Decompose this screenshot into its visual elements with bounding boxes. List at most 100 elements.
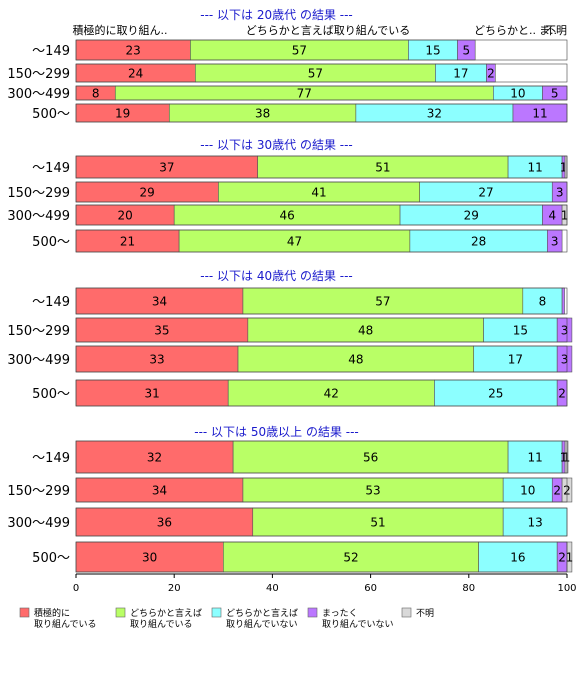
data-label: 53 <box>365 484 380 498</box>
data-label: 3 <box>561 324 569 338</box>
data-label: 13 <box>527 516 542 530</box>
data-label: 16 <box>510 551 525 565</box>
data-label: 20 <box>117 209 132 223</box>
category-label: 500〜 <box>32 107 70 122</box>
data-label: 8 <box>92 87 100 101</box>
data-label: 41 <box>311 186 326 200</box>
category-label: 〜149 <box>32 295 70 310</box>
legend-label: どちらかと言えば <box>130 607 202 619</box>
data-label: 25 <box>488 387 503 401</box>
bar-segment <box>232 440 509 474</box>
data-label: 57 <box>292 44 307 58</box>
x-tick-label: 0 <box>73 583 79 594</box>
data-label: 2 <box>558 387 566 401</box>
data-label: 11 <box>527 161 542 175</box>
data-label: 21 <box>120 235 135 249</box>
bar-frame <box>75 287 568 315</box>
legend-label: 積極的に <box>34 607 70 619</box>
data-label: 38 <box>255 107 270 121</box>
bar-frame <box>75 103 568 123</box>
bar-frame <box>75 204 568 226</box>
legend-label: どちらかと言えば <box>226 607 298 619</box>
data-label: 29 <box>464 209 479 223</box>
bar-segment <box>434 379 558 407</box>
data-label: 1 <box>560 451 568 465</box>
bar-segment <box>75 541 224 573</box>
bar-segment <box>483 317 558 343</box>
category-label: 〜149 <box>32 44 70 59</box>
data-label: 2 <box>553 484 561 498</box>
category-label: 300〜499 <box>7 87 70 102</box>
data-label: 23 <box>126 44 141 58</box>
data-label: 5 <box>551 87 559 101</box>
legend-swatch <box>211 607 222 618</box>
data-label: 46 <box>279 209 294 223</box>
data-label: 2 <box>487 67 495 81</box>
data-label: 17 <box>453 67 468 81</box>
bar-frame <box>75 181 568 203</box>
legend-label: まったく <box>322 608 358 619</box>
bar-segment <box>227 379 435 407</box>
bar-segment <box>473 345 558 373</box>
data-label: 48 <box>358 324 373 338</box>
bar-segment <box>75 440 234 474</box>
data-label: 3 <box>551 235 559 249</box>
data-label: 56 <box>363 451 378 465</box>
data-label: 34 <box>152 295 167 309</box>
bar-frame <box>75 155 568 179</box>
data-label: 4 <box>548 209 556 223</box>
section-title: --- 以下は 50歳以上 の結果 --- <box>194 425 359 439</box>
bar-frame <box>75 229 568 253</box>
legend-label: 取り組んでいる <box>34 618 97 630</box>
data-label: 33 <box>149 353 164 367</box>
data-label: 51 <box>370 516 385 530</box>
bar-frame <box>75 345 568 373</box>
data-label: 32 <box>147 451 162 465</box>
data-label: 57 <box>375 295 390 309</box>
x-tick-label: 40 <box>266 583 279 594</box>
data-label: 5 <box>463 44 471 58</box>
data-label: 1 <box>566 551 574 565</box>
data-label: 36 <box>157 516 172 530</box>
x-tick-label: 100 <box>557 583 576 594</box>
category-label: 〜149 <box>32 161 70 176</box>
x-tick-label: 60 <box>364 583 377 594</box>
legend-swatch <box>401 607 412 618</box>
data-label: 19 <box>115 107 130 121</box>
column-header-label: 積極的に取り組ん.. <box>73 23 168 37</box>
bar-segment <box>242 477 504 503</box>
data-label: 32 <box>427 107 442 121</box>
data-label: 1 <box>563 451 571 465</box>
column-header-label: どちらかと言えば取り組んでいる <box>246 24 410 37</box>
data-label: 42 <box>324 387 339 401</box>
data-label: 17 <box>508 353 523 367</box>
legend-label: 取り組んでいる <box>130 618 193 630</box>
section-title: --- 以下は 30歳代 の結果 --- <box>200 138 353 152</box>
category-label: 150〜299 <box>7 484 70 499</box>
x-tick-label: 80 <box>462 583 475 594</box>
bar-segment <box>242 287 524 315</box>
section-title: --- 以下は 40歳代 の結果 --- <box>200 269 353 283</box>
data-label: 10 <box>520 484 535 498</box>
data-label: 15 <box>513 324 528 338</box>
category-label: 150〜299 <box>7 324 70 339</box>
data-label: 11 <box>532 107 547 121</box>
category-label: 500〜 <box>32 387 70 402</box>
bar-frame <box>75 85 568 101</box>
data-label: 29 <box>140 186 155 200</box>
data-label: 34 <box>152 484 167 498</box>
data-label: 31 <box>144 387 159 401</box>
category-label: 300〜499 <box>7 353 70 368</box>
bar-segment <box>252 507 504 537</box>
data-label: 8 <box>539 295 547 309</box>
data-label: 24 <box>128 67 143 81</box>
category-label: 300〜499 <box>7 209 70 224</box>
bar-frame <box>75 440 568 474</box>
category-label: 500〜 <box>32 235 70 250</box>
data-label: 2 <box>558 551 566 565</box>
data-label: 52 <box>343 551 358 565</box>
data-label: 1 <box>560 161 568 175</box>
data-label: 27 <box>478 186 493 200</box>
data-label: 77 <box>297 87 312 101</box>
